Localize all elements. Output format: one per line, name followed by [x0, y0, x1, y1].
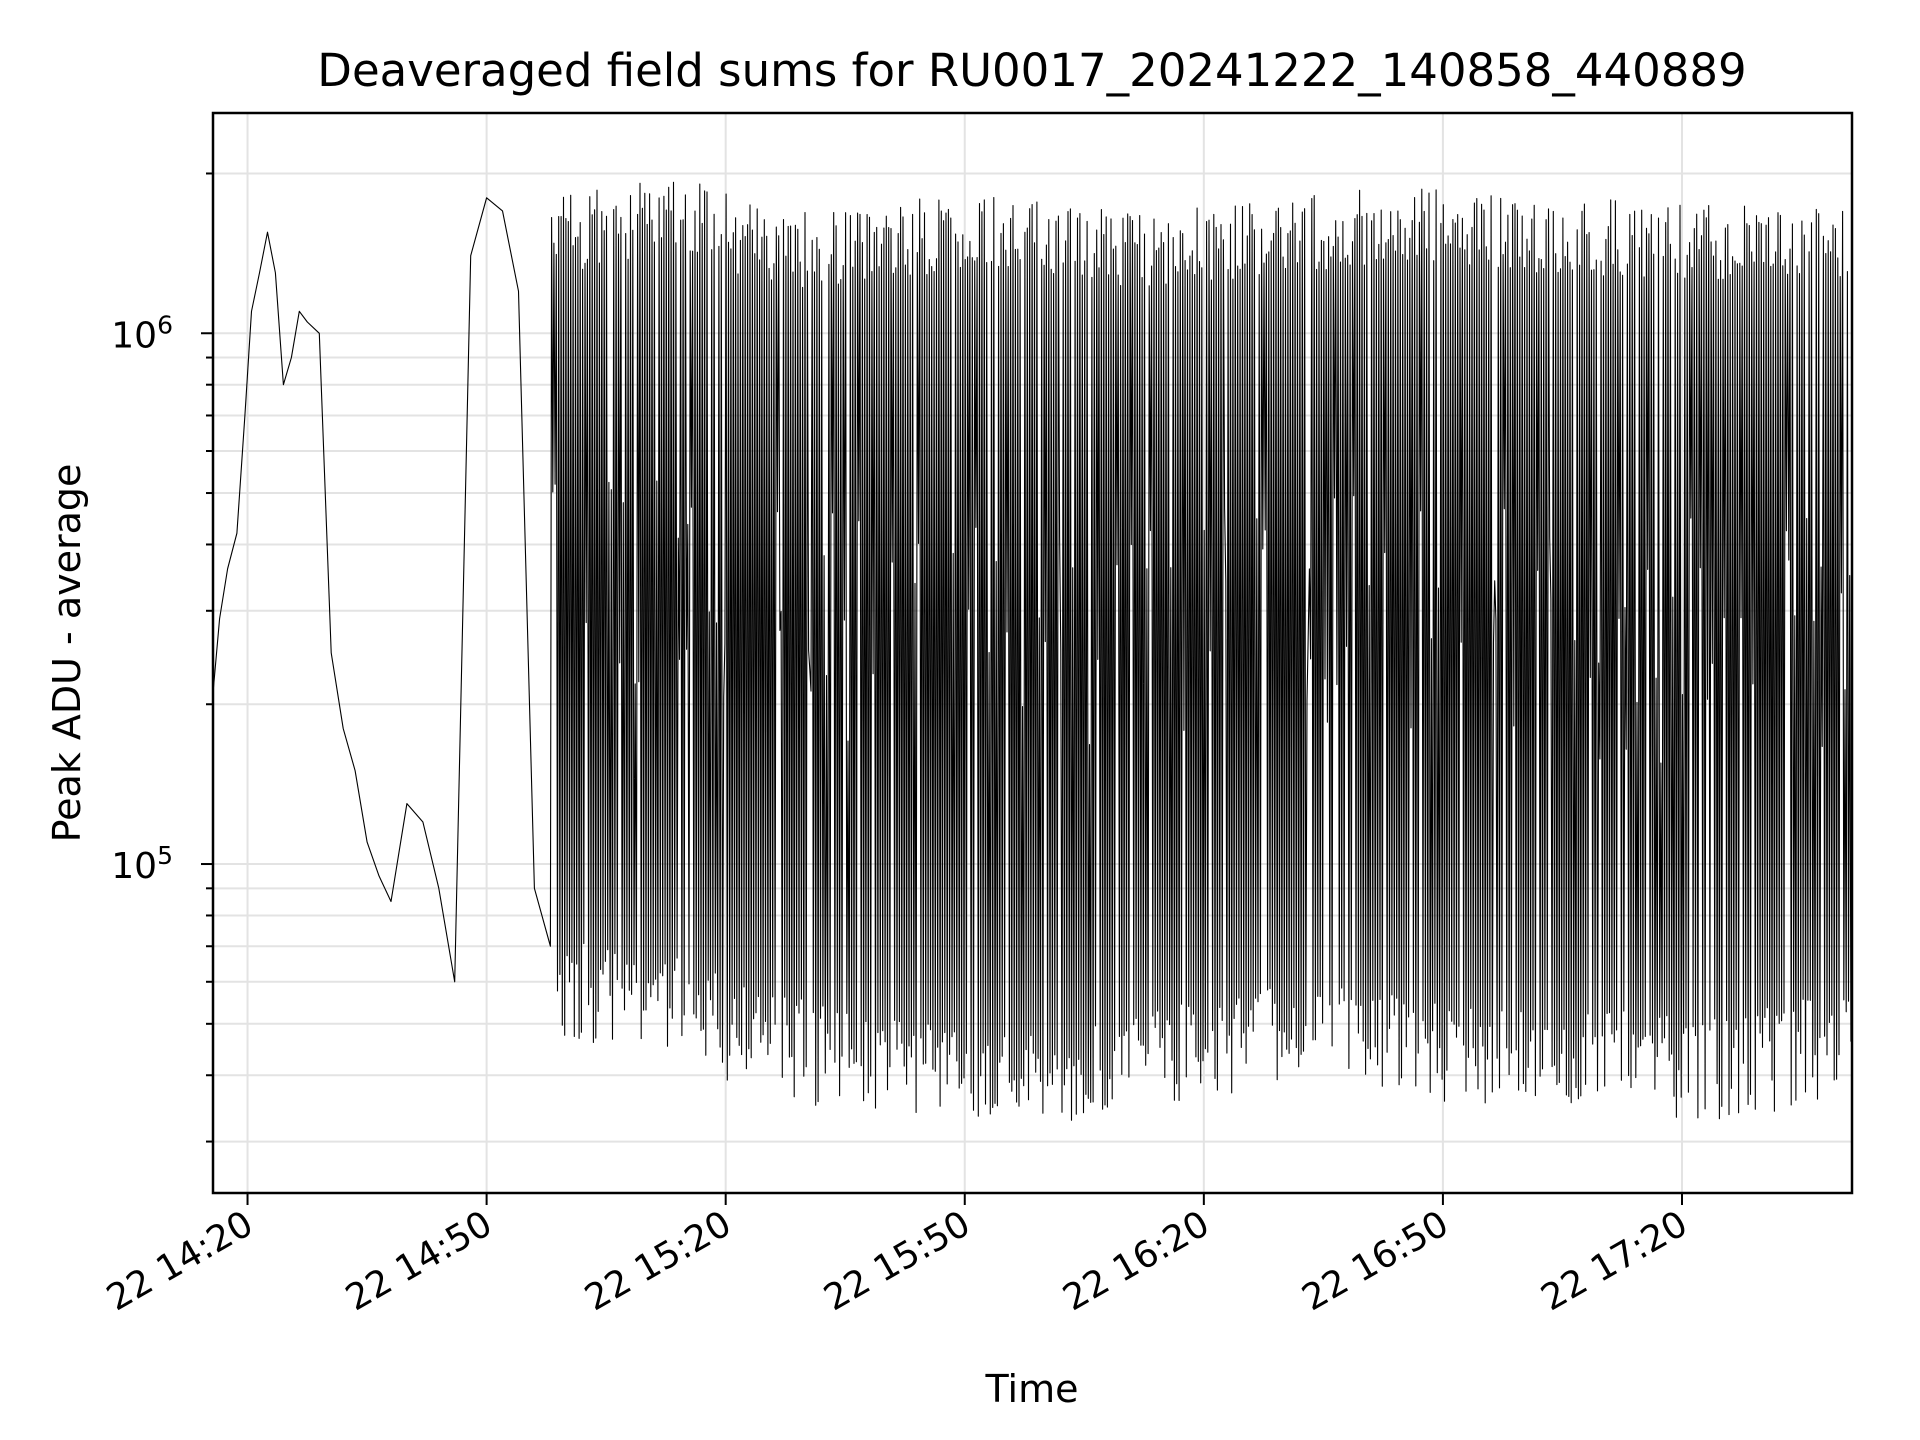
x-tick-label: 22 15:50 [817, 1203, 977, 1319]
x-tick-label: 22 15:20 [578, 1203, 738, 1319]
x-tick-label: 22 17:20 [1535, 1203, 1695, 1319]
x-tick-label: 22 16:20 [1056, 1203, 1216, 1319]
x-axis-label: Time [985, 1367, 1079, 1411]
plot-frame [211, 111, 1854, 1195]
series-line [212, 181, 1852, 1121]
y-tick-label: 106 [111, 310, 173, 356]
x-tick-label: 22 14:20 [100, 1203, 260, 1319]
x-tick-label: 22 16:50 [1295, 1203, 1455, 1319]
x-tick-label: 22 14:50 [339, 1203, 499, 1319]
y-axis-label: Peak ADU - average [45, 464, 89, 843]
series-layer [212, 181, 1852, 1121]
chart-title: Deaveraged field sums for RU0017_2024122… [317, 44, 1746, 97]
y-tick-label: 105 [111, 841, 173, 887]
